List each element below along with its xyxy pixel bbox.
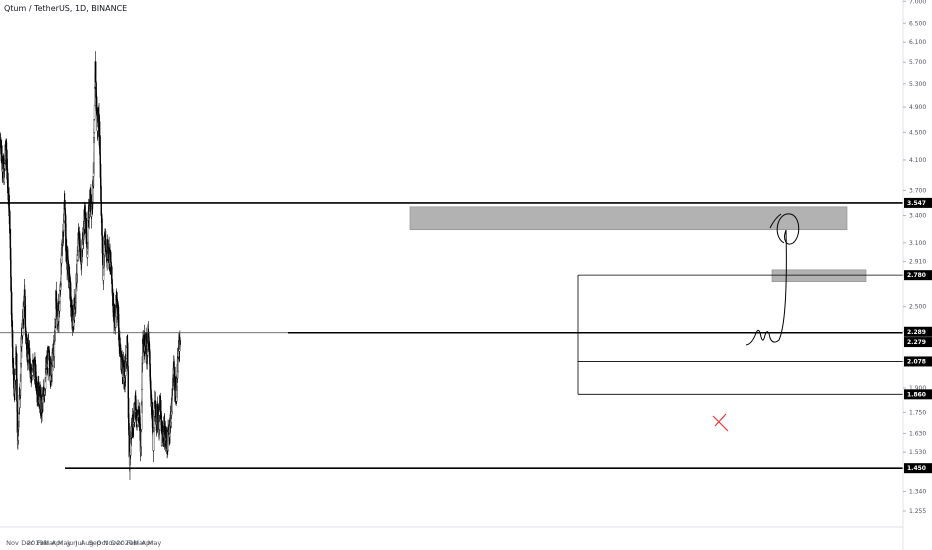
x-tick-label: Jun (66, 539, 77, 547)
price-tag-label: 2.279 (907, 339, 926, 346)
y-tick-label: 3.100 (909, 240, 926, 247)
price-tag-2289 (904, 326, 932, 337)
candle-body (76, 259, 78, 275)
x-tick-label: 2020 (117, 539, 134, 547)
candle-body (152, 431, 155, 451)
x-tick-label: Nov (6, 539, 19, 547)
y-tick-label: 1.900 (909, 385, 926, 392)
x-tick-label: Mar (133, 539, 146, 547)
candle-body (111, 266, 113, 280)
candle-body (121, 357, 123, 365)
x-tick-label: Nov (103, 539, 116, 547)
x-tick-label: Dec (111, 539, 124, 547)
candle-body (179, 340, 181, 345)
y-tick-label: 1.340 (909, 489, 926, 496)
x-tick-label: Jul (75, 539, 84, 547)
y-tick-label: 2.500 (909, 304, 926, 311)
candle-body (141, 389, 143, 402)
price-tag-label: 2.289 (907, 329, 926, 336)
y-tick-label: 5.300 (909, 81, 926, 88)
candle-body (11, 320, 14, 331)
price-tag-label: 2.780 (907, 272, 926, 279)
invalidation-x-mark (714, 413, 727, 427)
target-zone-upper (409, 206, 848, 231)
target-circle (776, 213, 800, 245)
x-tick-label: Apr (142, 539, 154, 547)
price-tag-label: 2.078 (907, 358, 926, 365)
price-tag-label: 1.450 (907, 465, 926, 472)
price-tag-1450 (904, 463, 932, 474)
y-tick-label: 1.255 (909, 508, 926, 515)
y-tick-label: 1.630 (909, 430, 926, 437)
zones-layer (409, 206, 867, 282)
symbol-title: Qtum / TetherUS, 1D, BINANCE (4, 4, 128, 13)
price-tag-1860 (904, 389, 932, 400)
candles-layer (0, 51, 181, 481)
x-tick-label: May (148, 539, 162, 547)
target-zone-lower (771, 269, 867, 282)
candle-body (70, 299, 73, 301)
x-tick-label: Oct (97, 539, 109, 547)
candle-body (15, 353, 18, 380)
y-tick-label: 2.910 (909, 259, 926, 266)
projection-path (745, 229, 787, 346)
price-tag-3547 (904, 197, 932, 208)
y-tick-label: 1.750 (909, 409, 926, 416)
x-tick-label: Sep (89, 539, 101, 547)
y-tick-label: 5.700 (909, 59, 926, 66)
y-tick-label: 1.530 (909, 449, 926, 456)
y-tick-label: 4.500 (909, 129, 926, 136)
candle-body (93, 105, 96, 120)
candle-body (93, 119, 96, 133)
invalidation-x-mark (712, 415, 729, 432)
candle-body (149, 351, 151, 365)
price-tag-2780 (904, 270, 932, 281)
y-tick-label: 3.700 (909, 187, 926, 194)
x-tick-label: Mar (43, 539, 56, 547)
x-tick-label: Apr (52, 539, 64, 547)
price-tag-2078 (904, 356, 932, 367)
candle-body (94, 86, 96, 106)
y-tick-label: 6.500 (909, 20, 926, 27)
x-tick-label: May (58, 539, 72, 547)
candle-body (94, 61, 97, 82)
candle-body (9, 229, 12, 249)
y-tick-label: 7.000 (909, 0, 926, 5)
candle-body (18, 413, 20, 422)
candle-body (12, 347, 14, 363)
price-tag-label: 3.547 (907, 200, 926, 207)
y-tick-label: 4.900 (909, 104, 926, 111)
candle-body (10, 259, 12, 278)
x-tick-label: Dec (21, 539, 34, 547)
x-tick-label: Feb (37, 539, 49, 547)
price-tag-label: 1.860 (907, 391, 926, 398)
x-tick-label: Feb (127, 539, 139, 547)
y-tick-label: 6.100 (909, 39, 926, 46)
candle-body (145, 332, 147, 341)
price-tag-2279 (904, 337, 932, 348)
x-tick-label: 2019 (27, 539, 44, 547)
candle-body (8, 210, 11, 213)
y-tick-label: 4.100 (909, 157, 926, 164)
y-tick-label: 3.400 (909, 212, 926, 219)
drawings-layer (0, 202, 903, 469)
candle-body (24, 296, 26, 306)
target-circle-tail (769, 213, 782, 229)
x-tick-label: Aug (81, 539, 94, 547)
